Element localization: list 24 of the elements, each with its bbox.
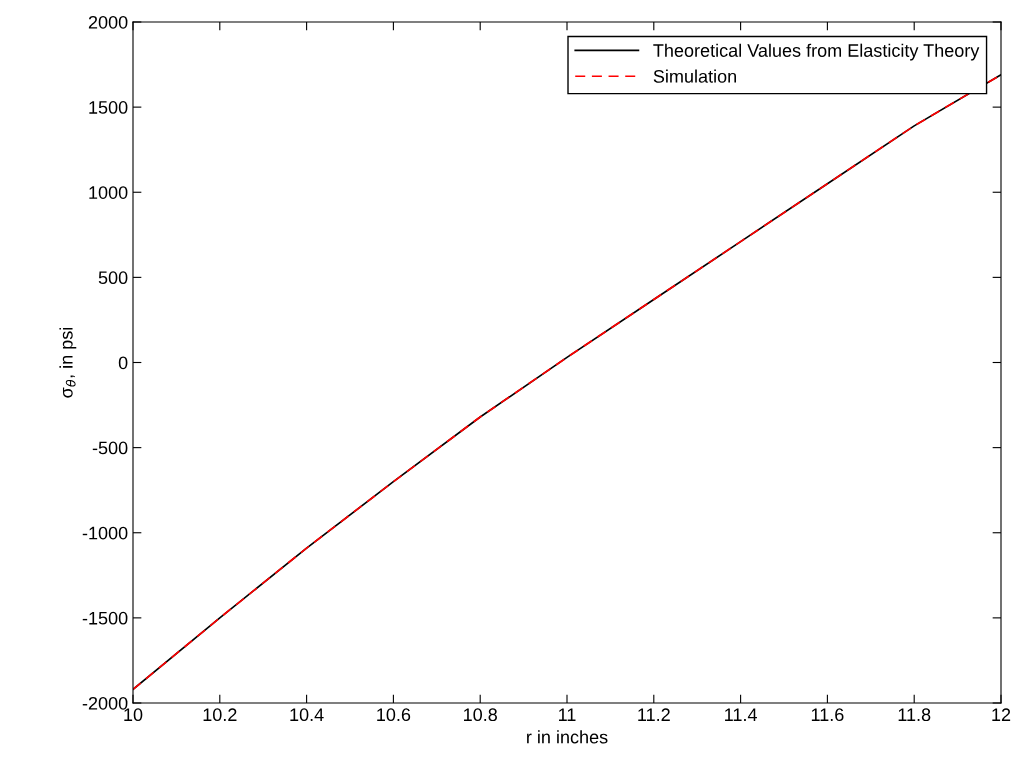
x-tick-label: 10 (124, 708, 143, 722)
x-tick-label: 10.8 (464, 708, 497, 722)
x-tick-label: 12 (992, 708, 1011, 721)
x-tick-label: 11.6 (811, 708, 844, 722)
x-axis-title: r in inches (527, 730, 608, 744)
x-tick-label: 10.6 (377, 708, 411, 722)
x-tick-label: 10.2 (203, 708, 237, 722)
y-tick-label: -1000 (82, 526, 128, 540)
x-tick-label: 11.2 (638, 708, 670, 721)
x-tick-label: 11.8 (898, 708, 931, 722)
y-tick-label: 0 (118, 356, 128, 370)
x-tick-label: 11.4 (725, 708, 757, 721)
y-tick-label: -2000 (82, 696, 128, 710)
x-tick-label: 11 (559, 708, 576, 721)
legend-label: Theoretical Values from Elasticity Theory (653, 43, 980, 61)
y-tick-label: -1500 (82, 611, 128, 625)
y-axis-title: σ$_{θ}$, in psi (59, 327, 77, 398)
legend-label: Simulation (653, 69, 736, 83)
x-tick-label: 10.4 (290, 708, 324, 722)
y-tick-label: 1000 (89, 186, 128, 199)
y-tick-label: -500 (92, 441, 128, 455)
y-tick-label: 1500 (89, 101, 128, 114)
y-tick-label: 500 (98, 271, 128, 285)
y-tick-label: 2000 (88, 15, 128, 29)
